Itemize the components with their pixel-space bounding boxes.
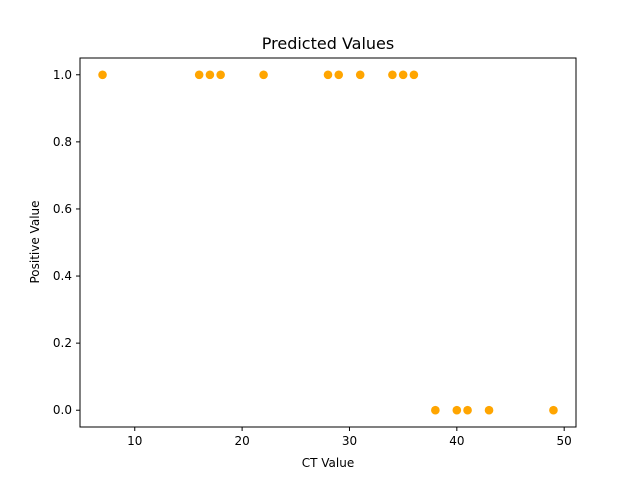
y-tick-label-3: 0.6 (53, 202, 72, 216)
x-tick-label-1: 20 (234, 434, 249, 448)
y-tick-label-0: 0.0 (53, 403, 72, 417)
chart-title: Predicted Values (262, 34, 394, 53)
y-tick-label-2: 0.4 (53, 269, 72, 283)
y-tick-label-4: 0.8 (53, 135, 72, 149)
data-point-1 (194, 70, 204, 80)
x-tick-label-2: 30 (342, 434, 357, 448)
data-point-8 (388, 70, 397, 80)
data-point-0 (98, 70, 107, 80)
data-point-14 (484, 405, 494, 415)
data-point-11 (431, 405, 440, 415)
plot-area: 10 20 30 40 50 0.0 0.2 0.4 0.6 0.8 1.0 (53, 57, 577, 448)
data-point-13 (463, 405, 472, 415)
x-tick-label-4: 50 (557, 434, 572, 448)
x-tick-label-0: 10 (127, 434, 142, 448)
data-point-4 (259, 70, 268, 80)
y-tick-label-1: 0.2 (53, 336, 72, 350)
data-point-10 (409, 70, 419, 80)
data-point-5 (323, 70, 333, 80)
data-point-15 (549, 405, 558, 415)
data-point-9 (398, 70, 408, 80)
data-point-6 (334, 70, 344, 80)
x-axis-label: CT Value (302, 456, 354, 470)
data-point-3 (216, 70, 225, 80)
axes-frame (79, 57, 577, 428)
data-point-7 (355, 70, 365, 80)
x-tick-label-3: 40 (449, 434, 464, 448)
data-point-12 (452, 405, 462, 415)
data-point-2 (205, 70, 215, 80)
y-axis-label: Positive Value (28, 200, 42, 283)
y-tick-label-5: 1.0 (53, 68, 72, 82)
